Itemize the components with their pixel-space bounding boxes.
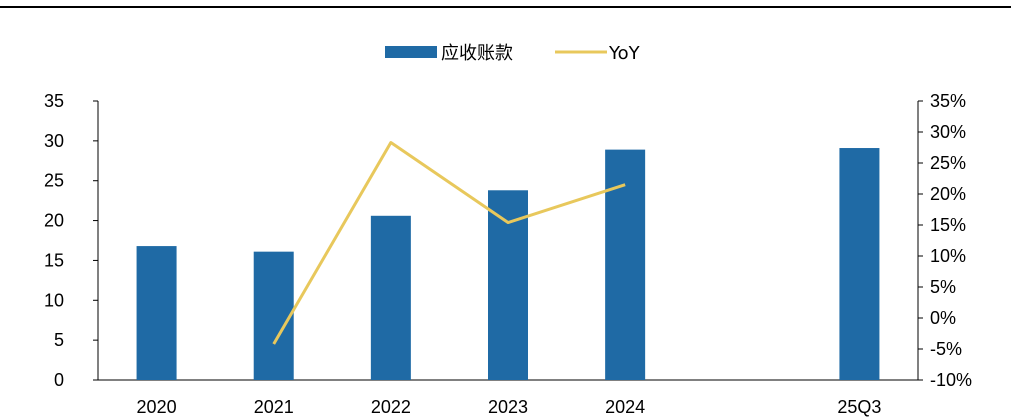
right-tick-label: 15%: [930, 215, 966, 235]
yoy-line-series: [272, 141, 626, 345]
left-tick-label: 25: [44, 171, 64, 191]
left-tick-label: 30: [44, 131, 64, 151]
right-tick-label: -5%: [930, 339, 962, 359]
left-tick-label: 35: [44, 91, 64, 111]
x-tick-label: 25Q3: [837, 397, 881, 417]
legend-label-bar: 应收账款: [441, 43, 513, 64]
right-tick-label: 0%: [930, 308, 956, 328]
left-tick-label: 15: [44, 250, 64, 270]
left-tick-label: 10: [44, 290, 64, 310]
x-tick-label: 2021: [254, 397, 294, 417]
left-tick-label: 20: [44, 211, 64, 231]
bar: [839, 148, 880, 380]
x-tick-label: 2023: [488, 397, 528, 417]
bar-series: [136, 148, 880, 380]
legend-swatch-bar: [385, 46, 437, 58]
x-tick-label: 2024: [605, 397, 645, 417]
x-tick-label: 2020: [137, 397, 177, 417]
right-tick-label: 35%: [930, 91, 966, 111]
legend-label-line: YoY: [608, 43, 641, 64]
right-tick-label: 30%: [930, 122, 966, 142]
bar: [605, 149, 646, 380]
axes: 0 5 10 15 20 25 30 35 -10% -5% 0% 5% 10% 15% 20% 25% 30%…: [44, 91, 972, 417]
left-tick-label: 5: [54, 330, 64, 350]
right-tick-label: 20%: [930, 184, 966, 204]
right-tick-label: -10%: [930, 370, 972, 390]
bar: [370, 215, 411, 380]
right-tick-label: 10%: [930, 246, 966, 266]
right-tick-label: 5%: [930, 277, 956, 297]
bar: [136, 246, 177, 380]
legend: 应收账款 YoY: [385, 43, 641, 64]
x-tick-label: 2022: [371, 397, 411, 417]
yoy-line: [272, 141, 626, 345]
bar: [253, 251, 294, 380]
right-tick-label: 25%: [930, 153, 966, 173]
left-tick-label: 0: [54, 370, 64, 390]
